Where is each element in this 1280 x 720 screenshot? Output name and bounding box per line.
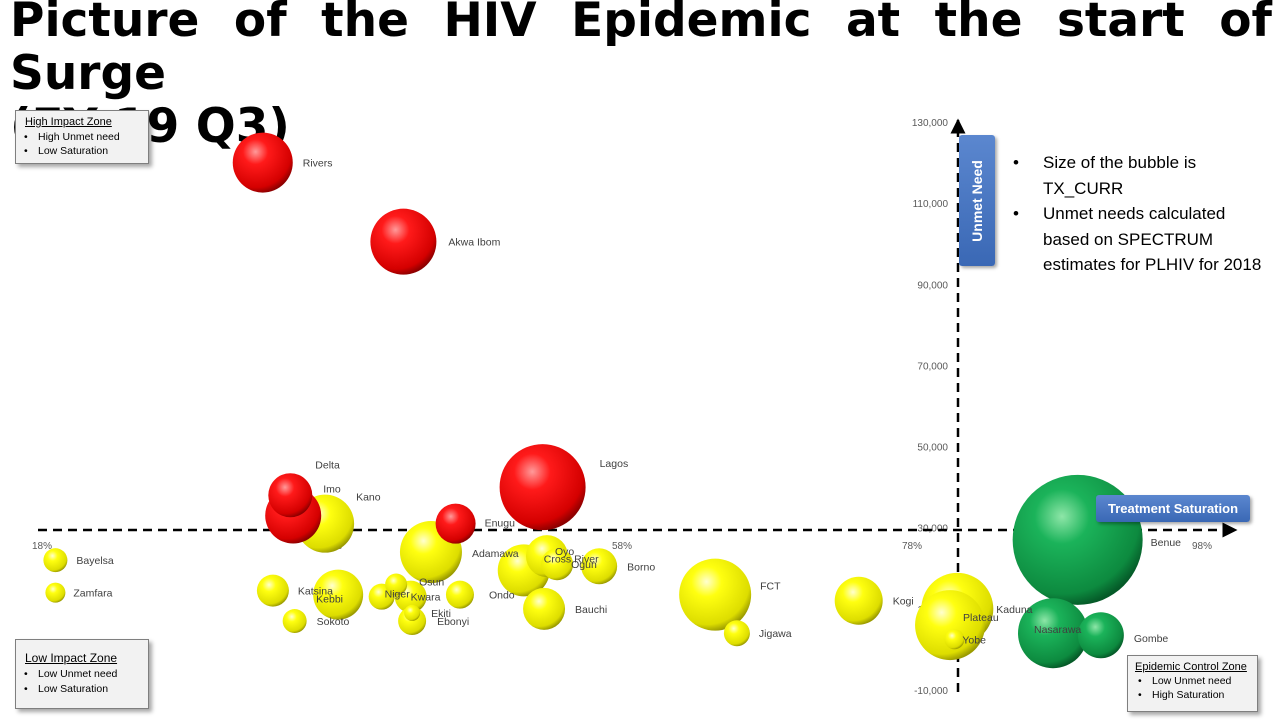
bubble-enugu: [435, 503, 476, 544]
bubble-label: Lagos: [600, 458, 629, 470]
bubble-bayelsa: [43, 548, 68, 573]
bubble-label: Jigawa: [759, 628, 792, 640]
bubble-label: FCT: [760, 581, 781, 593]
x-tick-label: 58%: [612, 541, 632, 552]
bubble-borno: [581, 548, 618, 585]
x-tick-label: 98%: [1192, 541, 1212, 552]
unmet-need-axis-label: Unmet Need: [969, 159, 985, 242]
bubble-label: Bayelsa: [76, 555, 114, 567]
x-tick-label: 78%: [902, 541, 922, 552]
high-impact-zone-title: High Impact Zone: [25, 116, 112, 128]
bubble-osun: [385, 573, 408, 596]
bubble-yobe: [944, 629, 965, 650]
treatment-saturation-axis-tag: Treatment Saturation: [1096, 495, 1250, 522]
bubble-label: Oyo: [555, 546, 574, 558]
low-impact-zone-item: Low Saturation: [20, 682, 148, 697]
bubble-label: Ogun: [571, 559, 597, 571]
bubble-label: Kano: [356, 492, 381, 504]
bubble-ondo: [445, 580, 474, 609]
bubble-label: Borno: [627, 561, 655, 573]
page-title: Picture of the HIV Epidemic at the start…: [10, 0, 1272, 153]
title-line-1: Picture of the HIV Epidemic at the start…: [10, 0, 1272, 101]
bubble-rivers: [232, 132, 293, 193]
epidemic-control-zone-item: High Saturation: [1134, 688, 1257, 702]
bubble-label: Kogi: [893, 596, 914, 608]
epidemic-control-zone-title: Epidemic Control Zone: [1135, 661, 1247, 673]
bubble-label: Kebbi: [316, 594, 343, 606]
bubble-label: Bauchi: [575, 604, 607, 616]
bubble-bauchi: [523, 587, 566, 630]
y-tick-label: 50,000: [917, 443, 948, 454]
high-impact-zone-item: Low Saturation: [20, 144, 148, 158]
bubble-delta: [268, 473, 313, 518]
bubble-kebbi: [313, 569, 364, 620]
note-item: Size of the bubble is TX_CURR: [1013, 150, 1273, 201]
bubble-akwa-ibom: [370, 208, 437, 275]
low-impact-zone-title: Low Impact Zone: [25, 651, 118, 665]
bubble-label: Osun: [419, 577, 444, 589]
y-tick-label: 90,000: [917, 280, 948, 291]
bubble-kogi: [834, 576, 883, 625]
bubble-label: Ebonyi: [437, 616, 469, 628]
y-tick-label: 30,000: [917, 524, 948, 535]
low-impact-zone-item: Low Unmet need: [20, 667, 148, 682]
bubble-label: Adamawa: [472, 548, 519, 560]
bubble-label: Gombe: [1134, 633, 1169, 645]
bubble-katsina: [256, 574, 289, 607]
bubble-label: Benue: [1151, 537, 1182, 549]
bubble-label: Yobe: [962, 634, 986, 646]
bubble-label: Niger: [385, 589, 411, 601]
y-tick-label: 130,000: [912, 118, 949, 129]
bubble-sokoto: [282, 609, 307, 634]
bubble-label: Delta: [315, 459, 340, 471]
bubble-gombe: [1077, 612, 1124, 659]
bubble-label: Ondo: [489, 590, 515, 602]
bubble-label: Zamfara: [73, 588, 112, 600]
x-tick-label: 18%: [32, 541, 52, 552]
bubble-label: Imo: [323, 484, 341, 496]
bubble-label: Ekiti: [431, 608, 451, 620]
bubble-label: Kwara: [411, 592, 441, 604]
high-impact-zone-legend: High Impact Zone High Unmet need Low Sat…: [15, 110, 149, 164]
bubble-lagos: [499, 444, 586, 531]
bubble-label: Plateau: [963, 612, 999, 624]
low-impact-zone-legend: Low Impact Zone Low Unmet need Low Satur…: [15, 639, 149, 709]
bubble-label: Akwa Ibom: [448, 237, 500, 249]
epidemic-control-zone-legend: Epidemic Control Zone Low Unmet need Hig…: [1127, 655, 1258, 712]
bubble-label: Kaduna: [996, 604, 1032, 616]
bubble-label: Cross River: [544, 553, 599, 565]
bubble-label: Katsina: [298, 586, 333, 598]
y-tick-label: -10,000: [914, 686, 948, 697]
bubble-ekiti: [404, 604, 421, 621]
bubble-fct: [679, 558, 752, 631]
bubble-label: Rivers: [303, 158, 333, 170]
chart-notes: Size of the bubble is TX_CURR Unmet need…: [1013, 150, 1273, 278]
bubble-label: Sokoto: [317, 616, 350, 628]
unmet-need-axis-tag: Unmet Need: [959, 135, 995, 266]
bubble-jigawa: [723, 620, 750, 647]
bubble-label: Enugu: [485, 518, 516, 530]
y-tick-label: 70,000: [917, 361, 948, 372]
epidemic-control-zone-item: Low Unmet need: [1134, 674, 1257, 688]
high-impact-zone-item: High Unmet need: [20, 130, 148, 144]
bubble-nasarawa: [1018, 598, 1088, 669]
bubble-ogun: [541, 548, 574, 581]
note-item: Unmet needs calculated based on SPECTRUM…: [1013, 201, 1273, 278]
y-tick-label: 110,000: [913, 199, 949, 210]
bubble-zamfara: [45, 582, 66, 603]
bubble-plateau: [915, 590, 986, 661]
bubble-label: Nasarawa: [1034, 624, 1081, 636]
